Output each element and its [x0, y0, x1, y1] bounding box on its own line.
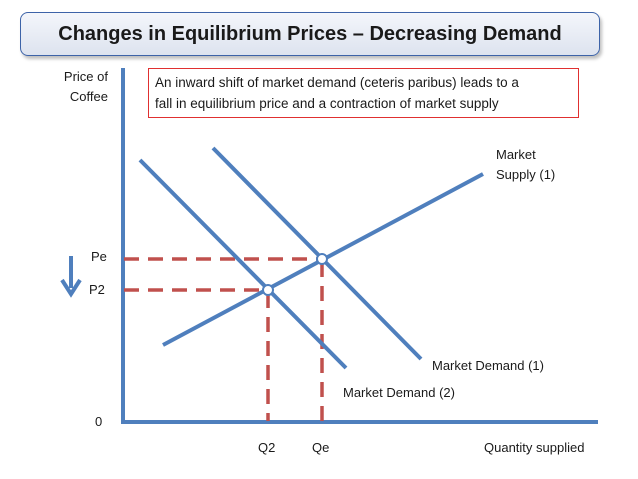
demand-curve-2	[138, 158, 348, 370]
origin-label: 0	[95, 414, 103, 429]
annotation-line-2: fall in equilibrium price and a contract…	[155, 96, 499, 111]
annotation-line-1: An inward shift of market demand (ceteri…	[155, 75, 519, 90]
quantity-label-qe: Qe	[312, 440, 330, 455]
equilibrium-point-2	[262, 284, 274, 296]
y-axis-label-line-1: Price of	[63, 69, 108, 84]
demand-curve-1	[211, 146, 423, 361]
demand-1-label: Market Demand (1)	[432, 358, 544, 373]
quantity-label-q2: Q2	[258, 440, 276, 455]
supply-curve-label: Market Supply (1)	[496, 145, 555, 185]
supply-label-line-2: Supply (1)	[496, 167, 556, 182]
diagram-title: Changes in Equilibrium Prices – Decreasi…	[58, 22, 562, 45]
equilibrium-point-e	[316, 253, 328, 265]
y-axis-label: Price of Coffee	[52, 67, 108, 107]
annotation-box: An inward shift of market demand (ceteri…	[148, 68, 579, 118]
title-banner: Changes in Equilibrium Prices – Decreasi…	[20, 12, 600, 56]
supply-label-line-1: Market	[496, 147, 536, 162]
demand-2-label: Market Demand (2)	[343, 385, 455, 400]
y-axis-label-line-2: Coffee	[69, 89, 108, 104]
price-label-pe: Pe	[91, 249, 107, 264]
x-axis-label: Quantity supplied	[484, 440, 585, 455]
down-arrow-icon	[60, 256, 82, 298]
price-label-p2: P2	[89, 282, 105, 297]
